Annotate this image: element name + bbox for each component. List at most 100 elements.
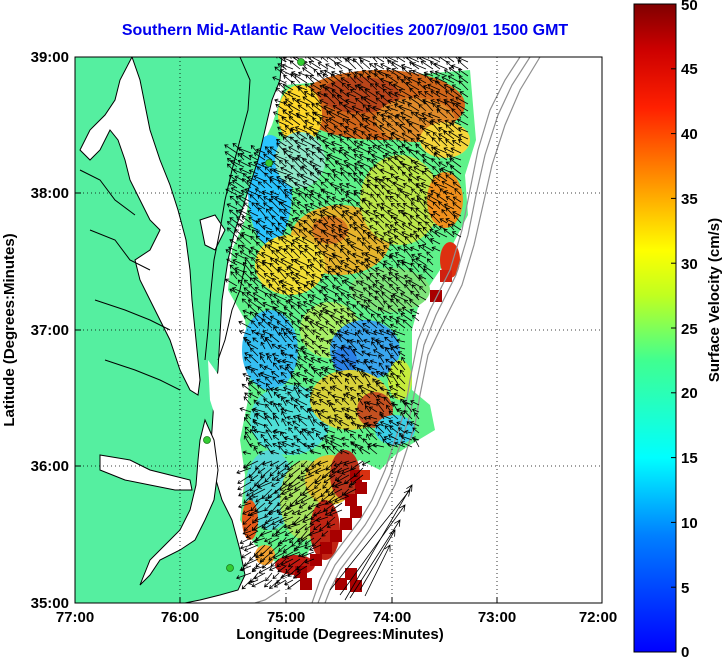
- velocity-arrow: [269, 190, 280, 196]
- velocity-arrow: [256, 391, 266, 399]
- velocity-arrow: [403, 299, 413, 308]
- velocity-arrow: [283, 189, 294, 196]
- velocity-arrow: [367, 234, 378, 245]
- velocity-arrow: [417, 227, 427, 238]
- velocity-arrow: [452, 196, 462, 203]
- velocity-arrow: [382, 263, 392, 273]
- velocity-arrow: [384, 74, 399, 84]
- velocity-arrow: [252, 337, 259, 343]
- velocity-arrow: [343, 488, 357, 496]
- velocity-arrow: [264, 244, 273, 252]
- velocity-arrow: [273, 293, 287, 301]
- velocity-arrow: [412, 69, 427, 77]
- velocity-arrow: [246, 175, 259, 182]
- velocity-arrow: [327, 153, 343, 161]
- velocity-arrow: [407, 222, 420, 231]
- velocity-arrow: [417, 81, 427, 91]
- velocity-arrow: [374, 83, 385, 91]
- velocity-arrow: [309, 378, 322, 385]
- velocity-arrow: [401, 356, 406, 364]
- velocity-arrow: [407, 167, 420, 175]
- velocity-arrow: [281, 216, 294, 224]
- velocity-arrow: [328, 509, 343, 517]
- velocity-arrow: [277, 344, 287, 350]
- velocity-arrow: [421, 170, 434, 182]
- velocity-arrow: [417, 197, 427, 210]
- velocity-arrow: [295, 237, 308, 245]
- velocity-arrow: [372, 145, 385, 154]
- velocity-arrow: [259, 530, 273, 537]
- velocity-arrow: [229, 195, 238, 203]
- velocity-arrow: [249, 474, 259, 482]
- velocity-arrow: [366, 424, 378, 434]
- velocity-arrow: [374, 258, 385, 266]
- velocity-arrow: [269, 467, 280, 477]
- velocity-arrow: [326, 157, 336, 168]
- colorbar-tick-label: 15: [681, 450, 698, 467]
- velocity-arrow: [390, 372, 399, 385]
- velocity-arrow: [396, 203, 406, 210]
- velocity-arrow: [345, 119, 357, 126]
- velocity-arrow: [276, 321, 287, 329]
- velocity-arrow: [311, 273, 322, 280]
- velocity-arrow: [352, 148, 364, 154]
- velocity-arrow: [305, 467, 315, 473]
- velocity-arrow: [388, 315, 399, 322]
- velocity-arrow: [404, 429, 413, 435]
- velocity-arrow: [243, 495, 252, 504]
- velocity-arrow: [255, 495, 266, 503]
- velocity-arrow: [401, 223, 413, 231]
- velocity-arrow: [335, 320, 343, 329]
- velocity-arrow: [263, 412, 273, 420]
- velocity-arrow: [305, 208, 315, 217]
- velocity-arrow: [242, 270, 252, 280]
- velocity-arrow: [273, 326, 280, 336]
- velocity-arrow: [328, 495, 343, 504]
- velocity-arrow: [296, 145, 308, 154]
- velocity-arrow: [280, 379, 294, 385]
- velocity-arrow: [326, 445, 336, 455]
- velocity-arrow: [314, 237, 322, 245]
- velocity-arrow: [289, 530, 301, 544]
- velocity-arrow: [396, 338, 406, 344]
- velocity-arrow: [357, 330, 364, 336]
- velocity-arrow: [311, 151, 322, 161]
- colorbar-tick-label: 45: [681, 61, 698, 78]
- velocity-arrow: [255, 250, 266, 259]
- velocity-arrow: [340, 308, 350, 315]
- velocity-arrow: [334, 292, 343, 301]
- velocity-arrow: [420, 60, 434, 70]
- velocity-arrow: [402, 400, 413, 406]
- velocity-arrow: [250, 246, 259, 252]
- velocity-arrow: [256, 148, 266, 154]
- velocity-arrow: [257, 481, 273, 489]
- velocity-arrow: [390, 354, 399, 364]
- velocity-arrow: [332, 343, 343, 350]
- velocity-arrow: [386, 442, 399, 448]
- velocity-arrow: [300, 467, 308, 475]
- velocity-arrow: [268, 565, 280, 572]
- map-title: Southern Mid-Atlantic Raw Velocities 200…: [121, 22, 569, 39]
- velocity-arrow: [241, 216, 252, 224]
- velocity-arrow: [402, 163, 413, 175]
- high-velocity-cells: [295, 270, 452, 592]
- velocity-arrow: [304, 244, 315, 252]
- velocity-arrow: [277, 222, 287, 231]
- velocity-arrow: [332, 385, 343, 392]
- velocity-arrow: [228, 174, 238, 182]
- velocity-arrow: [262, 261, 273, 273]
- velocity-arrow: [347, 73, 357, 84]
- velocity-arrow: [241, 551, 252, 559]
- velocity-arrow: [410, 400, 420, 406]
- velocity-arrow: [275, 227, 287, 238]
- velocity-arrow: [388, 81, 399, 91]
- velocity-arrow: [289, 294, 301, 301]
- velocity-arrow: [395, 121, 406, 133]
- velocity-arrow: [426, 251, 434, 259]
- velocity-arrow: [319, 99, 329, 105]
- velocity-arrow: [386, 68, 399, 77]
- velocity-arrow: [401, 132, 413, 140]
- velocity-arrow: [275, 139, 287, 147]
- colorbar-scale: [633, 3, 677, 653]
- velocity-arrow: [244, 426, 252, 434]
